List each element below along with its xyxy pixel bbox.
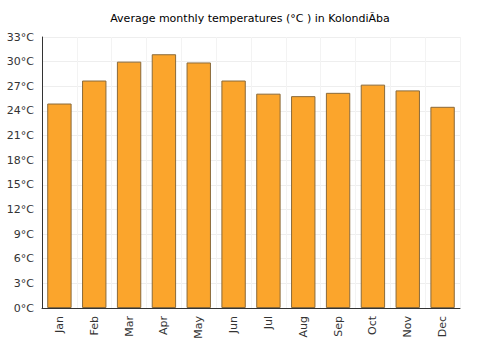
- svg-text:Dec: Dec: [436, 316, 449, 337]
- svg-text:24°C: 24°C: [7, 104, 34, 117]
- svg-text:Jul: Jul: [262, 316, 275, 330]
- svg-text:Feb: Feb: [88, 316, 101, 335]
- svg-text:Jan: Jan: [53, 316, 66, 334]
- svg-text:15°C: 15°C: [7, 178, 34, 191]
- svg-text:Oct: Oct: [366, 315, 379, 335]
- svg-text:27°C: 27°C: [7, 80, 34, 93]
- svg-text:Jun: Jun: [227, 316, 240, 334]
- svg-text:33°C: 33°C: [7, 31, 34, 44]
- svg-text:Mar: Mar: [123, 316, 136, 337]
- svg-text:9°C: 9°C: [14, 228, 34, 241]
- svg-text:Aug: Aug: [297, 316, 310, 337]
- svg-text:Sep: Sep: [332, 316, 345, 337]
- svg-text:Average monthly temperatures (: Average monthly temperatures (°C ) in Ko…: [110, 12, 390, 25]
- svg-text:3°C: 3°C: [14, 277, 34, 290]
- svg-text:21°C: 21°C: [7, 129, 34, 142]
- svg-text:6°C: 6°C: [14, 252, 34, 265]
- svg-text:Apr: Apr: [157, 316, 170, 336]
- svg-text:0°C: 0°C: [14, 302, 34, 315]
- svg-text:Nov: Nov: [401, 316, 414, 338]
- svg-text:12°C: 12°C: [7, 203, 34, 216]
- svg-text:18°C: 18°C: [7, 154, 34, 167]
- svg-text:30°C: 30°C: [7, 55, 34, 68]
- svg-text:May: May: [192, 316, 205, 339]
